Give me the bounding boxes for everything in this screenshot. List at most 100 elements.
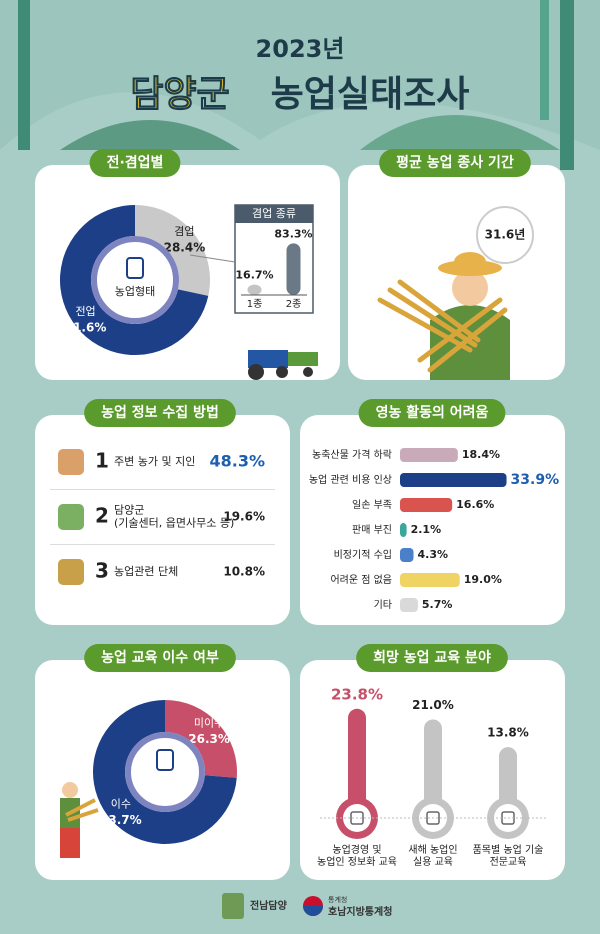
tractor-wheel	[303, 367, 313, 377]
mini-title: 겸업 종류	[252, 207, 296, 220]
thermo-category: 농업경영 및 농업인 정보화 교육	[317, 843, 397, 868]
logo-mark	[222, 893, 244, 919]
title-pill	[84, 399, 236, 427]
hbar-category: 판매 부진	[352, 524, 392, 536]
tractor-cart	[288, 352, 318, 366]
thermo-value: 21.0%	[412, 698, 454, 712]
title-pill	[358, 399, 506, 427]
rank-category: 담양군 (기술센터, 읍면사무소 등)	[114, 503, 234, 529]
hbar-category: 비정기적 수입	[334, 548, 392, 561]
bg-hills	[0, 0, 600, 150]
hbar	[400, 573, 460, 587]
logo-mark	[303, 906, 323, 916]
tractor-wheel	[276, 366, 288, 378]
bar-value: 16.7%	[235, 269, 273, 282]
card-title: 희망 농업 교육 분야	[373, 649, 491, 666]
title-pill	[84, 644, 236, 672]
hbar-value: 2.1%	[411, 523, 442, 536]
rank-number: 3	[95, 559, 109, 583]
pie-center	[125, 732, 205, 812]
card-title: 평균 농업 종사 기간	[396, 154, 514, 171]
mini-header	[235, 205, 313, 223]
farmer-illustration	[377, 252, 510, 380]
rank-icon	[58, 449, 84, 475]
pie-slice	[93, 700, 237, 845]
header-year: 2023년	[256, 35, 345, 63]
slice-value: 28.4%	[164, 241, 206, 255]
pie-slice	[60, 205, 209, 355]
center-label: 농업형태	[115, 285, 155, 298]
slice-value: 73.7%	[100, 813, 142, 827]
footer-logo2: 호남지방통계청	[328, 905, 392, 918]
card	[300, 415, 565, 625]
bar-category: 1종	[247, 298, 263, 310]
title-pill	[379, 149, 531, 177]
hbar	[400, 598, 418, 612]
thermo-icon	[426, 811, 440, 825]
stat-circle	[476, 206, 534, 264]
farmer-face	[452, 270, 488, 306]
wheat	[377, 279, 508, 373]
connector	[189, 254, 236, 263]
thermo-value: 23.8%	[331, 685, 383, 703]
hbar-value: 5.7%	[422, 598, 453, 611]
tractor-wheel	[248, 364, 264, 380]
card-title: 전·겸업별	[107, 154, 164, 171]
hbar-value: 33.9%	[511, 472, 560, 488]
text-line: 담양군	[114, 503, 144, 516]
slice-label: 겸업	[174, 225, 194, 238]
hbar-category: 농업 관련 비용 인상	[309, 473, 392, 486]
thermo-category: 품목별 농업 기술 전문교육	[473, 843, 544, 868]
slice-label: 이수	[111, 798, 131, 811]
pie-slice	[165, 700, 237, 778]
slice-value: 26.3%	[188, 732, 230, 746]
thermo-tube	[348, 708, 366, 818]
rank-value: 10.8%	[223, 565, 265, 579]
rank-icon	[58, 559, 84, 585]
hbar-value: 16.6%	[456, 498, 494, 511]
center-icon	[156, 749, 174, 771]
slice-value: 71.6%	[65, 320, 107, 334]
bamboo	[560, 0, 574, 170]
card-title: 농업 정보 수집 방법	[101, 404, 219, 421]
slice-label: 전업	[75, 305, 95, 318]
farmer-small	[60, 782, 99, 858]
rank-icon	[58, 504, 84, 530]
slice-label: 미이수	[194, 716, 224, 729]
farmer-hat	[454, 252, 486, 272]
bg-hill	[60, 120, 240, 150]
thermo-icon	[350, 811, 364, 825]
hbar-category: 일손 부족	[352, 499, 392, 511]
rank-value: 48.3%	[209, 452, 265, 471]
rank-number: 2	[95, 504, 109, 528]
center-icon	[126, 257, 144, 279]
header-region: 담양군	[130, 74, 229, 115]
title-pill	[89, 149, 181, 177]
text-line: 실용 교육	[413, 856, 453, 868]
tractor	[248, 350, 318, 380]
bar-value: 83.3%	[274, 227, 312, 240]
hbar	[400, 548, 414, 562]
title-pill	[356, 644, 508, 672]
card-title: 농업 교육 이수 여부	[101, 649, 219, 666]
hbar-category: 농축산물 가격 하락	[312, 448, 392, 461]
hbar-category: 어려운 점 없음	[330, 573, 392, 586]
text-line: 전문교육	[490, 856, 527, 868]
hbar	[400, 523, 407, 537]
hbar-value: 19.0%	[464, 573, 502, 586]
wheat	[65, 798, 99, 822]
pie-slice	[135, 205, 210, 296]
text-line: 새해 농업인	[408, 843, 457, 856]
hbar-value: 4.3%	[418, 548, 449, 561]
thermo-tube	[424, 719, 442, 818]
hbar-value: 18.4%	[462, 448, 500, 461]
hbar	[400, 448, 458, 462]
hbar-category: 기타	[374, 599, 392, 611]
hbar	[400, 498, 453, 512]
text-line: 품목별 농업 기술	[473, 843, 544, 856]
stat-value: 31.6년	[485, 228, 526, 242]
bamboo	[540, 0, 549, 120]
farmer-legs	[60, 828, 80, 858]
